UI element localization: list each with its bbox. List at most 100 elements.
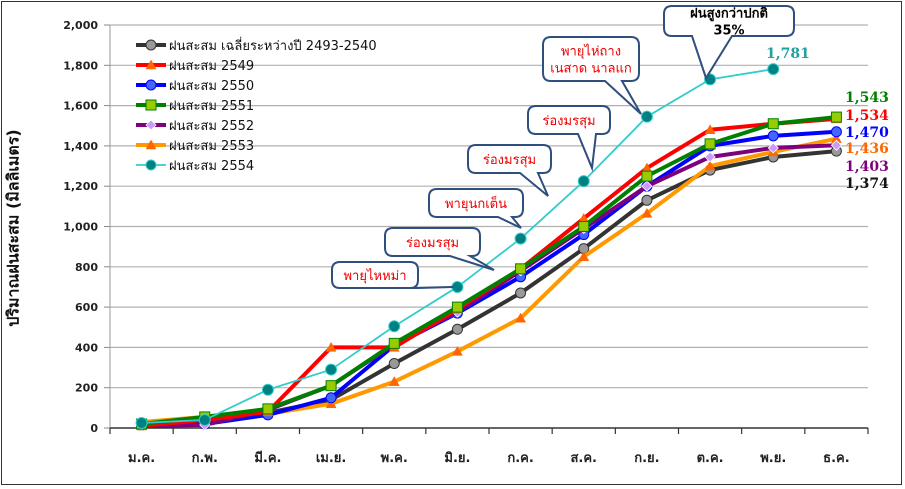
data-point [578, 221, 590, 232]
data-point [578, 251, 590, 261]
x-tick-label: ต.ค. [697, 451, 724, 466]
data-point [388, 337, 400, 349]
y-tick-label: 400 [75, 341, 98, 354]
legend-label: ฝนสะสม เฉลี่ยระหว่างปี 2493-2540 [169, 37, 377, 54]
data-point [135, 416, 148, 429]
data-point [325, 398, 337, 409]
legend-marker [145, 159, 157, 171]
legend-marker [145, 139, 157, 150]
x-tick-label: ก.พ. [192, 451, 218, 466]
data-point [577, 175, 590, 188]
data-point [704, 151, 716, 163]
data-point [515, 263, 527, 275]
y-tick-label: 1,600 [63, 100, 98, 113]
series-5 [136, 133, 842, 427]
callout-bubble [467, 144, 552, 197]
y-tick-label: 1,200 [63, 180, 98, 193]
data-point [388, 320, 401, 333]
data-point [261, 383, 274, 396]
x-tick-label: ธ.ค. [823, 451, 850, 466]
legend-label: ฝนสะสม 2552 [169, 119, 254, 134]
series-line [141, 136, 837, 424]
x-tick-label: ม.ค. [128, 451, 155, 466]
data-point [704, 138, 716, 150]
legend-marker [145, 79, 157, 91]
callout: พายุไหหม่า [331, 261, 454, 289]
callout: ร่องมรสุม [467, 144, 552, 197]
annotations: พายุไหหม่าร่องมรสุมพายุนกเต็นร่องมรสุมร่… [331, 5, 795, 289]
legend-label: ฝนสะสม 2549 [169, 59, 254, 74]
data-point [641, 194, 653, 206]
callout-text: พายุนกเต็น [445, 194, 507, 212]
data-point [830, 139, 842, 151]
legend-label: ฝนสะสม 2550 [169, 79, 254, 94]
data-point [451, 280, 464, 293]
callout-bubble [663, 5, 795, 81]
end-label: 1,534 [845, 108, 889, 124]
data-point [830, 126, 842, 138]
series-lines [135, 63, 842, 432]
legend-item: ฝนสะสม 2551 [136, 99, 254, 114]
callout-text: ร่องมรสุม [542, 114, 595, 129]
data-point [325, 341, 337, 352]
callout-text: พายุไหหม่า [343, 268, 406, 284]
callout-bubble [384, 227, 495, 271]
x-tick-label: มิ.ย. [444, 451, 470, 466]
data-point [767, 118, 779, 130]
legend-marker [145, 59, 157, 70]
data-point [767, 142, 779, 154]
callout-text: 35% [713, 24, 744, 39]
series-line [141, 115, 837, 426]
y-tick-label: 1,800 [63, 59, 98, 72]
data-point [704, 160, 716, 171]
data-point [641, 170, 653, 182]
legend-item: ฝนสะสม 2552 [136, 119, 254, 134]
callout-bubble [527, 105, 611, 172]
legend-item: ฝนสะสม เฉลี่ยระหว่างปี 2493-2540 [136, 37, 377, 54]
data-point [514, 232, 527, 245]
y-tick-label: 600 [75, 301, 98, 314]
data-point [767, 130, 779, 142]
callout-text: เนสาด นาลแก [550, 62, 632, 77]
legend-marker [145, 39, 157, 51]
callout: ฝนสูงกว่าปกติ 35% [663, 5, 795, 81]
end-label: 1,436 [845, 141, 889, 157]
x-tick-label: เม.ย. [316, 451, 347, 466]
callout-bubble [542, 36, 642, 115]
legend-item: ฝนสะสม 2554 [136, 159, 254, 174]
data-point [515, 287, 527, 299]
x-tick-label: พ.ค. [381, 451, 408, 466]
data-point [451, 323, 463, 335]
data-point [767, 63, 780, 76]
legend-marker [145, 99, 157, 111]
legend-label: ฝนสะสม 2554 [169, 159, 254, 174]
legend-item: ฝนสะสม 2553 [136, 139, 254, 154]
series-3 [136, 111, 842, 430]
x-tick-label: พ.ย. [760, 451, 786, 466]
data-point [325, 392, 337, 404]
data-point [388, 376, 400, 386]
callout-text: ร่องมรสุม [406, 236, 459, 251]
data-point [451, 345, 463, 356]
legend: ฝนสะสม เฉลี่ยระหว่างปี 2493-2540 ฝนสะสม 2… [136, 37, 377, 174]
legend-item: ฝนสะสม 2550 [136, 79, 254, 94]
callout-text: ร่องมรสุม [483, 153, 536, 168]
callout: พายุนกเต็น [428, 188, 524, 229]
legend-label: ฝนสะสม 2551 [169, 99, 254, 114]
legend-label: ฝนสะสม 2553 [169, 139, 254, 154]
legend-item: ฝนสะสม 2549 [136, 59, 254, 74]
end-label: 1,374 [845, 176, 889, 192]
gridlines [110, 24, 868, 389]
x-tick-label: มี.ค. [254, 450, 281, 466]
y-tick-label: 1,000 [63, 221, 98, 234]
end-label: 1,781 [766, 46, 810, 62]
data-point [325, 363, 338, 376]
callout-text: ฝนสูงกว่าปกติ [690, 7, 768, 22]
data-point [640, 110, 653, 123]
data-point [641, 180, 653, 192]
end-label: 1,470 [845, 125, 889, 141]
series-line [141, 129, 837, 427]
